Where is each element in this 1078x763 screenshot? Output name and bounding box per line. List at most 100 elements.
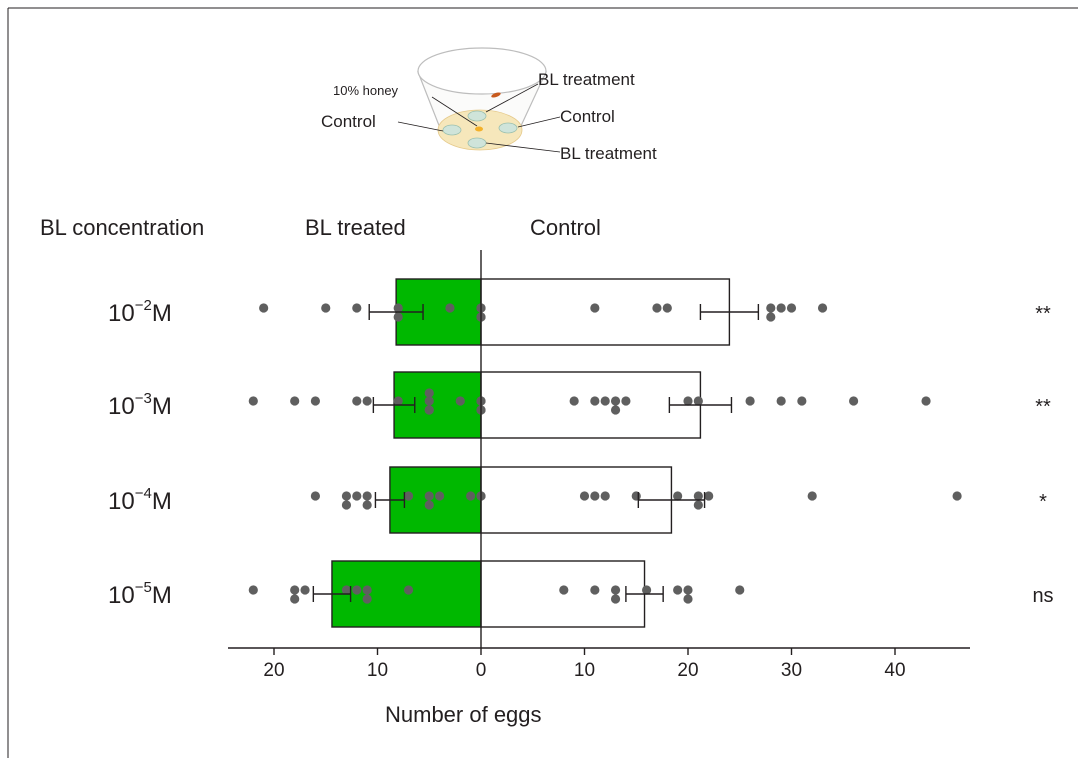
data-point-bl-treated [290,585,300,595]
data-point-control [766,312,776,322]
data-point-control [735,585,745,595]
x-tick-label: 10 [367,660,388,681]
dish-control-left [442,124,462,136]
category-label: 10−4M [108,485,172,515]
bar-bl-treated [389,466,482,534]
data-point-bl-treated [310,491,320,501]
data-point-bl-treated [362,500,372,510]
x-tick-label: 10 [574,660,595,681]
data-point-bl-treated [248,396,258,406]
label-control-left: Control [321,112,376,131]
dish-control-right [498,122,518,134]
data-point-bl-treated [362,396,372,406]
data-point-control [600,396,610,406]
data-point-bl-treated [424,405,434,415]
data-point-control [776,303,786,313]
leader-honey [431,96,478,127]
data-point-control [683,396,693,406]
data-point-bl-treated [321,303,331,313]
data-point-bl-treated [352,396,362,406]
category-label: 10−3M [108,390,172,420]
significance-label: ** [1035,303,1051,325]
data-point-control [952,491,962,501]
data-point-control [631,491,641,501]
data-point-bl-treated [403,585,414,595]
category-label: 10−5M [108,579,172,609]
data-point-control [610,594,621,604]
data-point-bl-treated [393,396,403,406]
x-tick-label: 30 [781,660,802,681]
fly-icon [491,92,501,98]
data-point-bl-treated [362,585,372,595]
data-point-control [673,491,683,501]
data-point-bl-treated [290,594,300,604]
data-point-bl-treated [352,585,362,595]
data-point-bl-treated [403,491,414,501]
data-point-bl-treated [300,585,310,595]
honey-drop [475,126,483,132]
group-header: BL concentration [40,215,204,240]
dish-bl-bottom [467,137,487,149]
category-label: 10−2M [108,297,172,327]
x-tick-label: 40 [884,660,905,681]
data-point-bl-treated [393,303,403,313]
data-point-bl-treated [259,303,269,313]
data-point-bl-treated [341,491,352,501]
leader-control-right [517,116,561,128]
data-point-bl-treated [352,491,362,501]
x-tick-label: 20 [263,660,284,681]
data-point-control [662,303,672,313]
data-point-control [807,491,817,501]
cup-rim [417,47,547,95]
data-point-control [621,396,631,406]
label-bl-top: BL treatment [538,70,635,89]
leader-bl-bottom [485,142,561,153]
x-axis-label: Number of eggs [385,702,542,727]
data-point-control [610,405,621,415]
data-point-control [590,491,600,501]
data-point-control [600,491,610,501]
data-point-control [693,491,703,501]
data-point-control [786,303,797,313]
data-point-control [610,396,621,406]
label-control-right: Control [560,107,615,126]
data-point-control [579,491,590,501]
data-point-bl-treated [362,491,372,501]
data-point-control [776,396,786,406]
data-point-bl-treated [248,585,258,595]
data-point-bl-treated [466,491,476,501]
leader-control-left [397,121,444,132]
data-point-bl-treated [341,585,352,595]
data-point-control [766,303,776,313]
data-point-bl-treated [393,312,403,322]
data-point-bl-treated [424,396,434,406]
data-point-bl-treated [362,594,372,604]
data-point-control [652,303,662,313]
data-point-control [921,396,931,406]
data-point-control [673,585,683,595]
data-point-control [590,303,600,313]
data-point-bl-treated [424,388,434,398]
data-point-control [590,396,600,406]
side-label-right: Control [530,215,601,240]
data-point-bl-treated [424,491,434,501]
data-point-control [849,396,859,406]
dish-bl-top [467,110,487,122]
data-point-control [642,585,652,595]
data-point-control [590,585,600,595]
data-point-bl-treated [424,500,434,510]
x-tick-label: 0 [476,660,487,681]
data-point-control [683,594,693,604]
data-point-bl-treated [455,396,465,406]
data-point-bl-treated [310,396,320,406]
label-bl-bottom: BL treatment [560,144,657,163]
x-tick-label: 20 [677,660,698,681]
data-point-bl-treated [435,491,445,501]
cup-diagram: 10% honey BL treatment Control Control B… [321,47,657,163]
data-point-control [559,585,569,595]
data-point-control [569,396,579,406]
label-honey: 10% honey [333,83,399,98]
data-point-control [817,303,828,313]
data-point-control [704,491,714,501]
